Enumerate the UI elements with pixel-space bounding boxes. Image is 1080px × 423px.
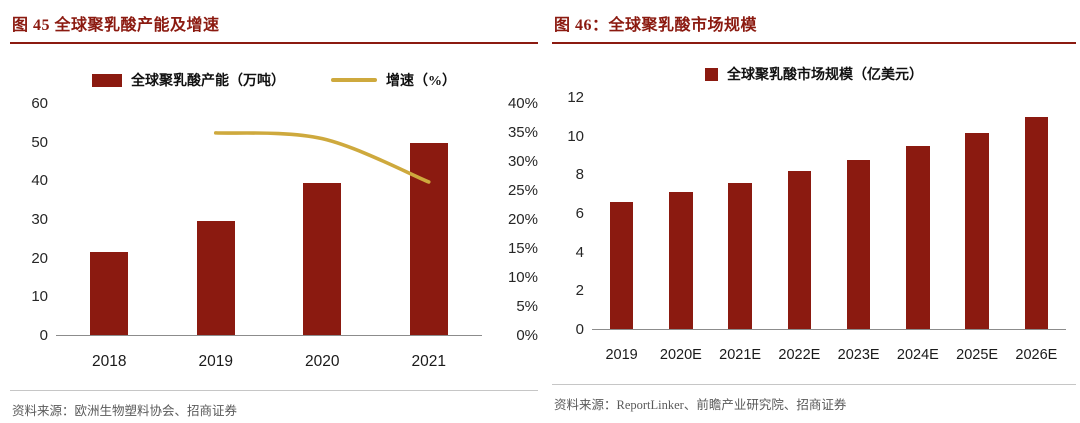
legend-label-growth: 增速（%） [386,74,456,89]
legend-item-market-size: 全球聚乳酸市场规模（亿美元） [705,64,923,84]
chart-45-plot-area: 0 10 20 30 40 50 60 0% 5% 10% 15% 20% 25% 30% 35% 40% … [10,95,538,374]
y-tick-label: 4 [575,243,584,261]
bar-2025E [965,132,989,329]
chart-46-source: 资料来源：ReportLinker、前瞻产业研究院、招商证券 [552,384,1076,413]
chart-46-plot [592,98,1066,330]
bar-2026E [1024,117,1049,329]
bar-cell [948,98,1007,329]
x-tick-label: 2020E [659,347,702,363]
bar-series-swatch [92,73,122,87]
growth-rate-line [216,133,429,182]
bar-cell [269,104,376,335]
y-tick-label: 20 [31,249,48,267]
line-series-swatch [331,78,377,82]
bar-2020E [669,192,693,329]
y-tick-label: 60 [31,95,48,112]
y-tick-label: 30 [31,211,48,228]
x-tick-label: 2019 [605,347,638,363]
x-tick-label: 2019 [198,353,233,370]
bar-2024E [906,146,930,329]
market-size-y-axis: 0 2 4 6 8 10 12 [552,89,584,338]
y-tick-label: 25% [507,182,538,199]
bar-2019 [609,201,634,329]
legend-label-capacity: 全球聚乳酸产能（万吨） [131,74,285,89]
y-tick-label: 0 [39,327,48,344]
bar-cell [592,98,651,329]
bar-cell [711,98,770,329]
y-tick-label: 20% [507,211,538,228]
chart-46-panel: 图 46：全球聚乳酸市场规模 全球聚乳酸市场规模（亿美元） 0 2 4 6 8 10 12 … [552,6,1076,413]
y-tick-label: 2 [575,282,584,300]
bar-cell [56,104,163,335]
chart-46-legend: 全球聚乳酸市场规模（亿美元） [552,64,1076,84]
chart-46-x-axis: 2019 2020E 2021E 2022E 2023E 2024E 2025E 2026E [592,338,1066,368]
y-tick-label: 6 [575,205,584,222]
growth-y-axis: 0% 5% 10% 15% 20% 25% 30% 35% 40% [486,95,538,344]
chart-46-title: 图 46：全球聚乳酸市场规模 [552,6,1076,44]
growth-line-svg [56,104,482,335]
y-tick-label: 15% [507,240,538,257]
y-tick-label: 8 [575,166,584,184]
bar-2018 [90,252,129,335]
chart-46-plot-area: 0 2 4 6 8 10 12 2019 2020E 2021E 2022E 2023E 2024E 2… [552,89,1076,368]
y-tick-label: 12 [567,89,584,106]
bar-2023E [846,159,871,329]
x-tick-label: 2024E [896,347,939,363]
y-tick-label: 5% [516,298,538,315]
x-tick-label: 2025E [956,347,999,363]
market-size-swatch [705,67,718,81]
y-tick-label: 40% [507,95,538,112]
bar-cell [1007,98,1066,329]
y-tick-label: 50 [31,133,48,151]
capacity-bar-series [56,104,482,335]
y-tick-label: 0% [516,327,538,344]
legend-item-capacity: 全球聚乳酸产能（万吨） [92,70,285,90]
x-tick-label: 2021 [411,353,446,370]
chart-45-legend: 全球聚乳酸产能（万吨） 增速（%） [10,70,538,90]
capacity-y-axis: 0 10 20 30 40 50 60 [12,95,48,344]
y-tick-label: 10% [507,269,538,286]
bar-cell [651,98,710,329]
bar-cell [829,98,888,329]
x-tick-label: 2026E [1015,347,1058,363]
bar-2020 [303,182,342,335]
legend-label-market-size: 全球聚乳酸市场规模（亿美元） [727,68,923,83]
bar-2021E [728,182,752,329]
y-tick-label: 0 [575,321,584,338]
x-tick-label: 2020 [305,353,340,370]
market-size-bar-series [592,98,1066,329]
chart-45-title: 图 45 全球聚乳酸产能及增速 [10,6,538,44]
chart-45-source: 资料来源：欧洲生物塑料协会、招商证券 [10,390,538,419]
x-tick-label: 2022E [778,347,821,363]
y-tick-label: 10 [567,127,584,145]
bar-cell [163,104,270,335]
y-tick-label: 30% [507,153,538,170]
legend-item-growth: 增速（%） [331,70,456,90]
x-tick-label: 2018 [92,353,127,370]
bar-cell [770,98,829,329]
chart-45-panel: 图 45 全球聚乳酸产能及增速 全球聚乳酸产能（万吨） 增速（%） 0 10 20 3… [10,6,538,419]
chart-45-x-axis: 2018 2019 2020 2021 [56,344,482,374]
x-tick-label: 2021E [719,347,762,363]
chart-45-plot [56,104,482,336]
bar-2019 [196,221,235,335]
y-tick-label: 35% [507,124,538,141]
bar-2022E [787,171,812,329]
bar-cell [888,98,947,329]
y-tick-label: 10 [31,288,48,306]
x-tick-label: 2023E [837,347,880,363]
y-tick-label: 40 [31,172,48,190]
